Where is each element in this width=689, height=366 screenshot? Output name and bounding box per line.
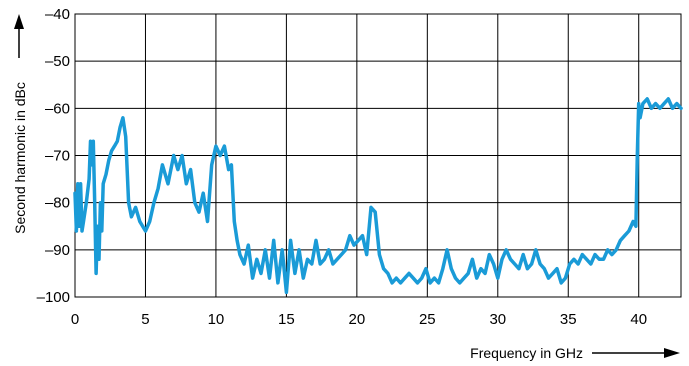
- x-tick-label: 20: [349, 311, 366, 328]
- y-tick-labels: –100 –90 –80 –70 –60 –50 –40: [37, 6, 70, 306]
- y-tick-label: –70: [45, 148, 70, 165]
- plot-frame: [74, 13, 682, 298]
- series-line: [73, 97, 683, 295]
- y-tick-label: –40: [45, 6, 70, 23]
- y-axis-arrow-head: [14, 14, 24, 29]
- x-tick-label: 15: [278, 311, 295, 328]
- y-tick-label: –50: [45, 53, 70, 70]
- y-axis-title: Second harmonic in dBc: [12, 82, 28, 234]
- x-tick-label: 35: [560, 311, 577, 328]
- y-tick-label: –100: [37, 289, 70, 306]
- y-tick-label: –60: [45, 100, 70, 117]
- x-axis-title: Frequency in GHz: [470, 345, 583, 361]
- x-tick-label: 10: [208, 311, 225, 328]
- y-tick-label: –80: [45, 195, 70, 212]
- x-tick-labels: 0 5 10 15 20 25 30 35 40: [71, 311, 647, 328]
- x-tick-label: 5: [141, 311, 149, 328]
- x-tick-label: 25: [419, 311, 436, 328]
- x-axis-arrow-head: [664, 348, 680, 358]
- y-tick-label: –90: [45, 242, 70, 259]
- x-tick-label: 40: [630, 311, 647, 328]
- x-tick-label: 0: [71, 311, 79, 328]
- x-tick-label: 30: [489, 311, 506, 328]
